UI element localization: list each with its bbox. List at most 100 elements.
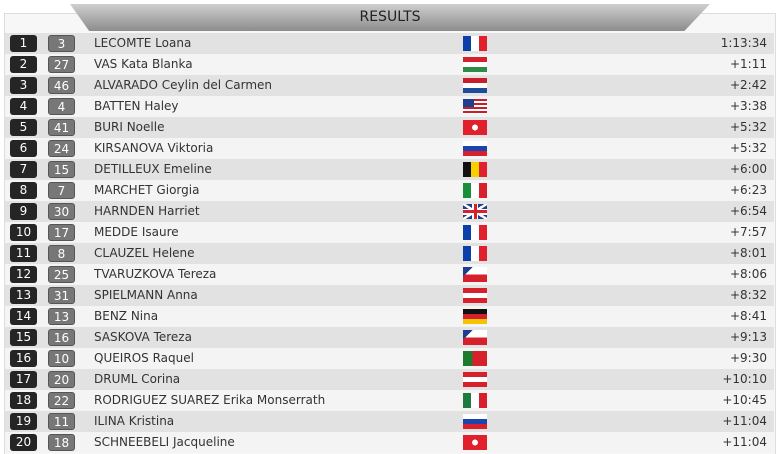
rank-badge: 18 — [10, 392, 37, 409]
flag-fra-icon — [463, 36, 487, 51]
athlete-name: LECOMTE Loana — [94, 36, 192, 50]
table-row[interactable]: 13 31 SPIELMANN Anna +8:32 — [5, 285, 774, 306]
rank-badge: 1 — [10, 35, 37, 52]
result-time: +3:38 — [729, 99, 767, 113]
table-row[interactable]: 8 7 MARCHET Giorgia +6:23 — [5, 180, 774, 201]
flag-sui-icon — [463, 435, 487, 450]
table-row[interactable]: 12 25 TVARUZKOVA Tereza +8:06 — [5, 264, 774, 285]
result-time: +8:32 — [729, 288, 767, 302]
table-row[interactable]: 1 3 LECOMTE Loana 1:13:34 — [5, 33, 774, 54]
athlete-name: DRUML Corina — [94, 372, 181, 386]
result-time: +6:00 — [729, 162, 767, 176]
result-time: +1:11 — [729, 57, 767, 71]
rank-badge: 13 — [10, 287, 37, 304]
table-row[interactable]: 18 22 RODRIGUEZ SUAREZ Erika Monserrath … — [5, 390, 774, 411]
athlete-name: SCHNEEBELI Jacqueline — [94, 435, 235, 449]
rank-badge: 19 — [10, 413, 37, 430]
athlete-name: RODRIGUEZ SUAREZ Erika Monserrath — [94, 393, 326, 407]
table-row[interactable]: 14 13 BENZ Nina +8:41 — [5, 306, 774, 327]
rank-badge: 2 — [10, 56, 37, 73]
results-table: 1 3 LECOMTE Loana 1:13:34 2 27 VAS Kata B… — [5, 33, 774, 453]
table-row[interactable]: 5 41 BURI Noelle +5:32 — [5, 117, 774, 138]
bib-badge: 41 — [48, 119, 75, 136]
flag-ned-icon — [463, 78, 487, 93]
result-time: +6:54 — [729, 204, 767, 218]
bib-badge: 17 — [48, 224, 75, 241]
bib-badge: 16 — [48, 329, 75, 346]
athlete-name: TVARUZKOVA Tereza — [94, 267, 217, 281]
flag-sui-icon — [463, 120, 487, 135]
bib-badge: 31 — [48, 287, 75, 304]
athlete-name: MARCHET Giorgia — [94, 183, 200, 197]
rank-badge: 5 — [10, 119, 37, 136]
bib-badge: 3 — [48, 35, 75, 52]
bib-badge: 11 — [48, 413, 75, 430]
rank-badge: 9 — [10, 203, 37, 220]
table-row[interactable]: 9 30 HARNDEN Harriet +6:54 — [5, 201, 774, 222]
results-title: RESULTS — [359, 9, 421, 25]
athlete-name: QUEIROS Raquel — [94, 351, 194, 365]
flag-fra-icon — [463, 225, 487, 240]
rank-badge: 15 — [10, 329, 37, 346]
result-time: +11:04 — [722, 435, 767, 449]
bib-badge: 27 — [48, 56, 75, 73]
athlete-name: DETILLEUX Emeline — [94, 162, 212, 176]
bib-badge: 15 — [48, 161, 75, 178]
flag-ita-icon — [463, 183, 487, 198]
flag-por-icon — [463, 351, 487, 366]
flag-mex-icon — [463, 393, 487, 408]
result-time: +7:57 — [729, 225, 767, 239]
bib-badge: 13 — [48, 308, 75, 325]
flag-hun-icon — [463, 57, 487, 72]
table-row[interactable]: 7 15 DETILLEUX Emeline +6:00 — [5, 159, 774, 180]
athlete-name: SPIELMANN Anna — [94, 288, 198, 302]
athlete-name: HARNDEN Harriet — [94, 204, 200, 218]
flag-usa-icon — [463, 99, 487, 114]
result-time: +11:04 — [722, 414, 767, 428]
result-time: +10:10 — [722, 372, 767, 386]
bib-badge: 10 — [48, 350, 75, 367]
result-time: +8:01 — [729, 246, 767, 260]
bib-badge: 20 — [48, 371, 75, 388]
rank-badge: 10 — [10, 224, 37, 241]
table-row[interactable]: 2 27 VAS Kata Blanka +1:11 — [5, 54, 774, 75]
flag-fra-icon — [463, 246, 487, 261]
bib-badge: 24 — [48, 140, 75, 157]
result-time: +10:45 — [722, 393, 767, 407]
result-time: +5:32 — [729, 120, 767, 134]
athlete-name: BURI Noelle — [94, 120, 165, 134]
table-row[interactable]: 15 16 SASKOVA Tereza +9:13 — [5, 327, 774, 348]
bib-badge: 7 — [48, 182, 75, 199]
table-row[interactable]: 10 17 MEDDE Isaure +7:57 — [5, 222, 774, 243]
flag-rus-icon — [463, 141, 487, 156]
flag-gbr-icon — [463, 204, 487, 219]
flag-rus-icon — [463, 414, 487, 429]
result-time: +9:13 — [729, 330, 767, 344]
table-row[interactable]: 4 4 BATTEN Haley +3:38 — [5, 96, 774, 117]
flag-aut-icon — [463, 288, 487, 303]
bib-badge: 18 — [48, 434, 75, 451]
rank-badge: 14 — [10, 308, 37, 325]
result-time: +9:30 — [729, 351, 767, 365]
table-row[interactable]: 20 18 SCHNEEBELI Jacqueline +11:04 — [5, 432, 774, 453]
bib-badge: 4 — [48, 98, 75, 115]
table-row[interactable]: 19 11 ILINA Kristina +11:04 — [5, 411, 774, 432]
table-row[interactable]: 16 10 QUEIROS Raquel +9:30 — [5, 348, 774, 369]
table-row[interactable]: 17 20 DRUML Corina +10:10 — [5, 369, 774, 390]
bib-badge: 25 — [48, 266, 75, 283]
result-time: +6:23 — [729, 183, 767, 197]
flag-bel-icon — [463, 162, 487, 177]
bib-badge: 8 — [48, 245, 75, 262]
table-row[interactable]: 3 46 ALVARADO Ceylin del Carmen +2:42 — [5, 75, 774, 96]
athlete-name: CLAUZEL Helene — [94, 246, 195, 260]
table-row[interactable]: 11 8 CLAUZEL Helene +8:01 — [5, 243, 774, 264]
athlete-name: ALVARADO Ceylin del Carmen — [94, 78, 273, 92]
table-row[interactable]: 6 24 KIRSANOVA Viktoria +5:32 — [5, 138, 774, 159]
flag-aut-icon — [463, 372, 487, 387]
flag-ger-icon — [463, 309, 487, 324]
flag-cze-icon — [463, 267, 487, 282]
rank-badge: 16 — [10, 350, 37, 367]
athlete-name: MEDDE Isaure — [94, 225, 179, 239]
athlete-name: VAS Kata Blanka — [94, 57, 193, 71]
rank-badge: 12 — [10, 266, 37, 283]
